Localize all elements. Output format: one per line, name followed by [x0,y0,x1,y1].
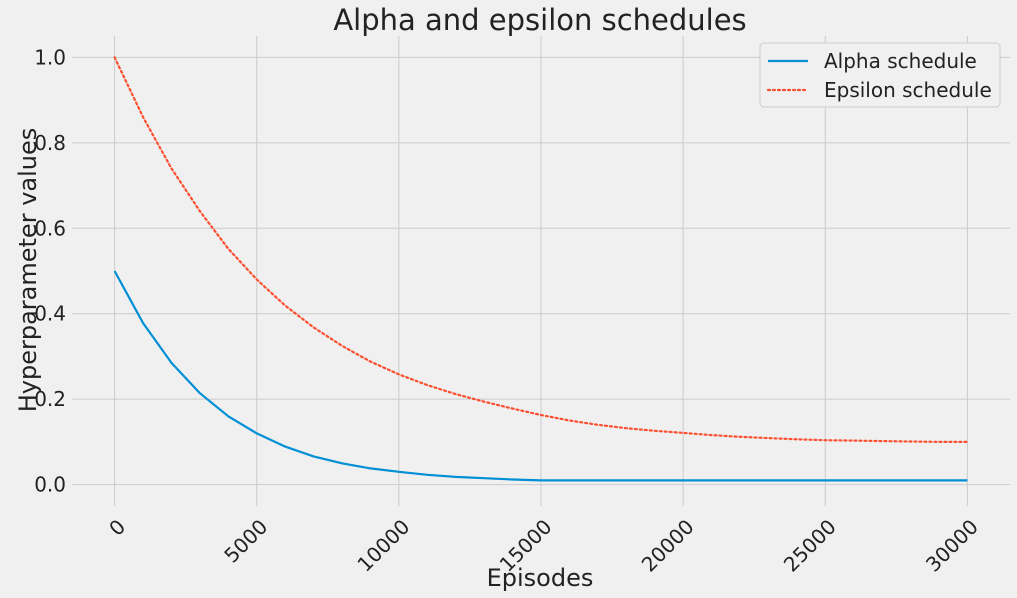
legend: Alpha schedule Epsilon schedule [759,42,1001,108]
grid [72,36,1010,506]
legend-label-epsilon: Epsilon schedule [824,78,992,102]
y-tick-label: 0.4 [34,302,66,326]
y-tick-label: 1.0 [34,45,66,69]
y-tick-label: 0.0 [34,473,66,497]
y-tick-label: 0.2 [34,387,66,411]
x-axis-label: Episodes [487,564,594,592]
legend-box [759,42,1001,108]
y-tick-label: 0.8 [34,131,66,155]
y-axis-label: Hyperparameter values [14,128,42,413]
chart-title: Alpha and epsilon schedules [333,3,746,37]
y-tick-label: 0.6 [34,216,66,240]
series-line-alpha [113,270,968,482]
series-layer [113,56,969,482]
series-line-epsilon [113,56,969,443]
legend-label-alpha: Alpha schedule [824,49,977,73]
